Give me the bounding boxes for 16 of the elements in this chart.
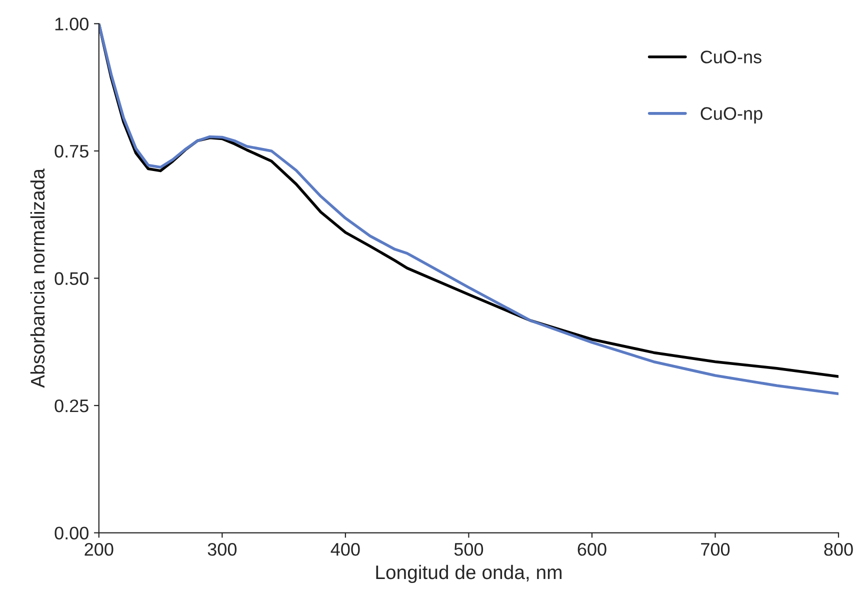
legend-label: CuO-np bbox=[700, 107, 762, 124]
y-tick-label: 0.00 bbox=[54, 526, 88, 540]
y-tick-label: 0.75 bbox=[54, 144, 88, 158]
x-tick-label: 600 bbox=[578, 543, 606, 556]
y-axis-title: Absorbancia normalizada bbox=[30, 168, 45, 388]
x-tick-label: 800 bbox=[824, 543, 853, 556]
x-tick-label: 700 bbox=[701, 543, 730, 556]
x-tick-label: 200 bbox=[84, 543, 114, 556]
x-axis-title: Longitud de onda, nm bbox=[376, 564, 562, 584]
x-tick-label: 500 bbox=[454, 543, 484, 556]
x-tick-label: 400 bbox=[330, 543, 360, 556]
y-tick-label: 1.00 bbox=[55, 18, 88, 30]
x-tick-label: 300 bbox=[208, 543, 237, 556]
y-tick-label: 0.50 bbox=[54, 272, 88, 285]
legend-label: CuO-ns bbox=[700, 50, 762, 64]
y-tick-label: 0.25 bbox=[54, 399, 88, 412]
